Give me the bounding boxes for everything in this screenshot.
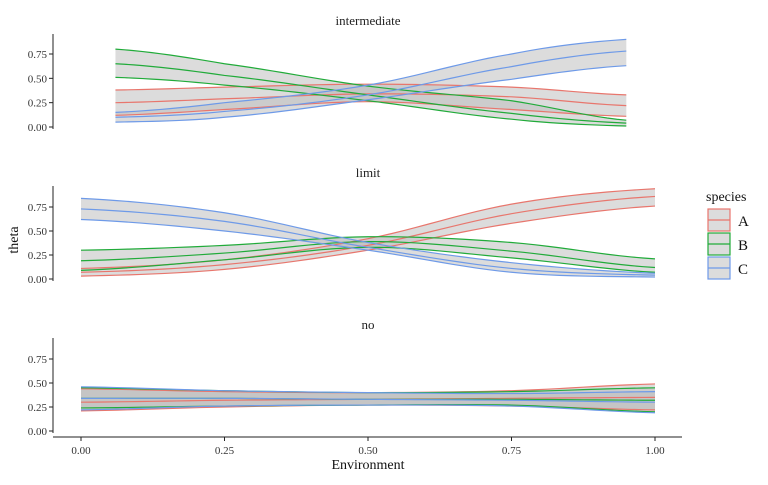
legend: species ABC (706, 190, 749, 280)
facet-title: no (362, 317, 375, 332)
y-axis-title: theta (7, 226, 22, 254)
series-C-lower-line (80, 218, 656, 278)
legend-key-B: B (707, 232, 748, 256)
facet-limit: limit 0.00 0.25 0.50 0.75 (28, 165, 656, 286)
legend-title: species (706, 190, 746, 205)
series-C-mid-line (115, 50, 627, 118)
legend-key-A: A (707, 208, 749, 232)
y-tick-label: 0.50 (28, 226, 48, 238)
y-tick-label: 0.50 (28, 378, 48, 390)
x-tick-label: 0.00 (71, 445, 91, 457)
legend-label: B (738, 238, 748, 254)
facet-title: limit (356, 165, 381, 180)
facet-no: no 0.00 0.25 0.50 0.75 (28, 317, 656, 438)
x-tick-label: 0.25 (215, 445, 235, 457)
legend-label: C (738, 262, 748, 278)
series-B-upper-line (80, 236, 656, 260)
x-axis-title: Environment (331, 458, 404, 473)
series-A-mid-line (115, 93, 627, 107)
y-tick-label: 0.25 (28, 98, 48, 110)
y-tick-label: 0.00 (28, 274, 48, 286)
series-C-lower-line (115, 65, 627, 123)
series-B-upper-line (115, 48, 627, 121)
x-tick-label: 0.75 (502, 445, 522, 457)
y-tick-label: 0.25 (28, 250, 48, 262)
x-tick-label: 0.50 (358, 445, 378, 457)
y-tick-label: 0.75 (28, 49, 48, 61)
facet-title: intermediate (336, 13, 401, 28)
legend-label: A (738, 214, 749, 230)
legend-key-C: C (707, 256, 748, 280)
series-B-mid-line (80, 240, 656, 269)
series-A-lower-line (115, 101, 627, 117)
series-A-mid-line (80, 195, 656, 273)
y-tick-label: 0.75 (28, 202, 48, 214)
series-C-lower-line (80, 404, 656, 414)
ribbon-C (81, 198, 655, 278)
series-C-upper-line (80, 386, 656, 395)
y-tick-label: 0.00 (28, 426, 48, 438)
series-A-upper-line (115, 83, 627, 96)
series-C-mid-line (81, 397, 656, 403)
series-B-lower-line (115, 76, 627, 127)
y-tick-label: 0.50 (28, 73, 48, 85)
y-tick-label: 0.00 (28, 122, 48, 134)
facets: intermediate 0.00 0.25 0.50 0.75 limit 0.00 0.2… (28, 13, 656, 438)
facet-intermediate: intermediate 0.00 0.25 0.50 0.75 (28, 13, 627, 134)
series-C-upper-line (115, 38, 627, 113)
y-tick-label: 0.75 (28, 354, 48, 366)
series-C-upper-line (80, 197, 656, 274)
x-axis: 0.00 0.25 0.50 0.75 1.00 (53, 436, 682, 457)
series-C-mid-line (80, 208, 656, 276)
y-tick-label: 0.25 (28, 402, 48, 414)
ribbon-A (81, 188, 655, 277)
x-tick-label: 1.00 (645, 445, 665, 457)
